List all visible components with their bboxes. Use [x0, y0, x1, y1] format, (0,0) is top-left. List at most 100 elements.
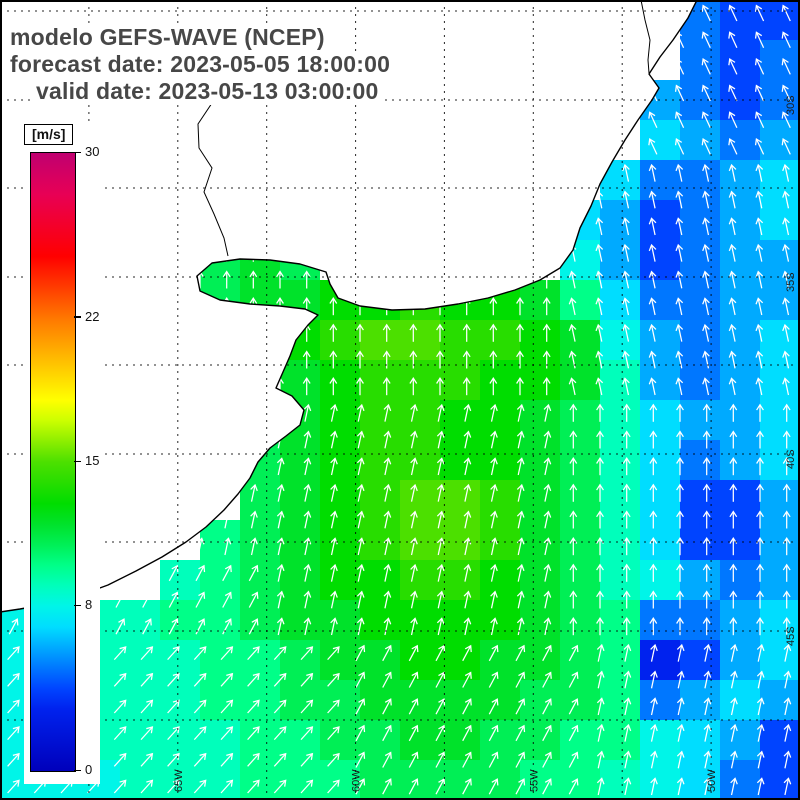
wind-arrow — [463, 403, 472, 422]
wind-arrow — [728, 350, 737, 369]
wind-arrow — [515, 724, 526, 742]
wind-arrow — [676, 590, 684, 609]
wind-arrow — [488, 778, 499, 795]
wind-arrow — [330, 510, 338, 529]
wind-arrow — [729, 430, 738, 449]
wind-arrow — [649, 483, 658, 502]
colorbar-tick-mark — [74, 604, 81, 607]
wind-arrow-layer — [7, 4, 792, 796]
wind-arrow — [462, 377, 471, 396]
wind-arrow — [730, 723, 738, 742]
wind-arrow — [463, 617, 472, 636]
wind-arrow — [220, 646, 234, 661]
wind-arrow — [273, 726, 287, 741]
wind-arrow — [356, 377, 364, 396]
wind-arrow — [702, 323, 710, 342]
wind-arrow — [273, 699, 287, 714]
wind-arrow — [623, 723, 632, 742]
wind-arrow — [515, 698, 526, 715]
wind-arrow — [728, 297, 737, 316]
wind-arrow — [675, 217, 684, 236]
wind-arrow — [516, 457, 525, 476]
wind-arrow — [327, 672, 340, 687]
wind-arrow — [142, 591, 152, 608]
wind-arrow — [674, 57, 685, 75]
valid-date: valid date: 2023-05-13 03:00:00 — [32, 78, 383, 105]
wind-arrow — [490, 563, 498, 582]
wind-arrow — [140, 646, 154, 661]
wind-arrow — [167, 779, 180, 794]
wind-arrow — [195, 564, 206, 582]
wind-arrow — [247, 752, 260, 767]
wind-arrow — [516, 323, 524, 342]
wind-arrow — [327, 646, 340, 661]
wind-arrow — [303, 457, 312, 476]
wind-arrow — [355, 698, 366, 715]
wind-arrow — [702, 617, 711, 636]
wind-arrow — [729, 510, 738, 529]
wind-arrow — [623, 670, 632, 689]
wind-arrow — [728, 84, 738, 102]
wind-arrow — [488, 751, 499, 768]
wind-arrow — [222, 591, 232, 608]
wind-arrow — [247, 672, 260, 687]
wind-arrow — [542, 644, 552, 662]
wind-arrow — [782, 590, 791, 609]
wind-arrow — [623, 643, 632, 662]
wind-arrow — [701, 111, 711, 128]
wind-arrow — [728, 4, 738, 22]
wind-arrow — [730, 670, 738, 689]
colorbar-tick-mark — [74, 316, 81, 318]
wind-arrow — [113, 646, 127, 661]
wind-arrow — [622, 590, 631, 609]
wind-arrow — [273, 779, 287, 794]
wind-arrow — [383, 430, 392, 449]
wind-arrow — [622, 457, 631, 476]
wind-arrow — [490, 617, 498, 636]
wind-arrow — [782, 163, 790, 182]
wind-arrow — [568, 698, 579, 715]
wind-arrow — [728, 217, 737, 236]
wind-arrow — [516, 510, 525, 529]
wind-arrow — [622, 243, 630, 262]
wind-arrow — [542, 751, 552, 768]
wind-arrow — [702, 270, 710, 289]
wind-arrow — [595, 297, 604, 316]
wind-arrow — [650, 777, 658, 796]
wind-arrow — [247, 779, 260, 794]
wind-arrow — [193, 672, 207, 687]
wind-arrow — [650, 670, 658, 689]
wind-arrow — [488, 698, 499, 715]
wind-arrow — [273, 752, 287, 767]
wind-arrow — [622, 563, 631, 582]
wind-arrow — [596, 750, 605, 769]
wind-arrow — [410, 617, 418, 636]
wind-arrow — [356, 403, 365, 422]
wind-arrow — [649, 617, 658, 636]
wind-arrow — [273, 646, 287, 661]
wind-arrow — [569, 590, 578, 609]
wind-arrow — [649, 403, 658, 422]
wind-arrow — [490, 457, 498, 476]
wind-arrow — [516, 590, 525, 609]
wind-arrow — [300, 752, 314, 767]
wind-arrow — [542, 350, 551, 369]
wind-arrow — [703, 750, 712, 769]
wind-arrow — [596, 563, 604, 582]
wind-arrow — [648, 323, 657, 342]
longitude-label: 55W — [528, 769, 540, 792]
wind-arrow — [303, 483, 312, 502]
wind-arrow — [782, 403, 791, 422]
wind-arrow — [489, 297, 498, 316]
wind-arrow — [648, 297, 657, 316]
wind-arrow — [8, 618, 19, 635]
wind-arrow — [436, 377, 444, 396]
wind-arrow — [490, 537, 498, 556]
wind-arrow — [330, 563, 338, 582]
wind-arrow — [756, 430, 764, 449]
wind-arrow — [113, 726, 127, 741]
